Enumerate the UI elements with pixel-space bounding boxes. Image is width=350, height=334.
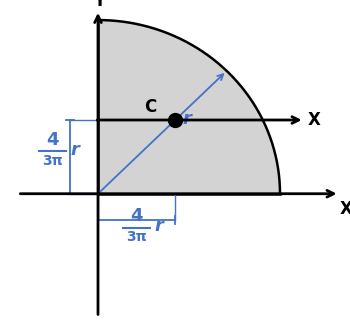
Text: 3π: 3π	[42, 154, 63, 168]
Text: 4: 4	[130, 207, 143, 225]
Polygon shape	[98, 20, 280, 194]
Text: 3π: 3π	[126, 230, 147, 244]
Text: 4: 4	[46, 131, 59, 149]
Text: Y': Y'	[93, 0, 110, 10]
Text: C: C	[145, 98, 157, 116]
Text: r: r	[70, 141, 79, 159]
Text: r: r	[154, 217, 163, 235]
Text: r: r	[182, 110, 191, 128]
Text: X: X	[308, 111, 321, 129]
Text: X': X'	[340, 200, 350, 218]
